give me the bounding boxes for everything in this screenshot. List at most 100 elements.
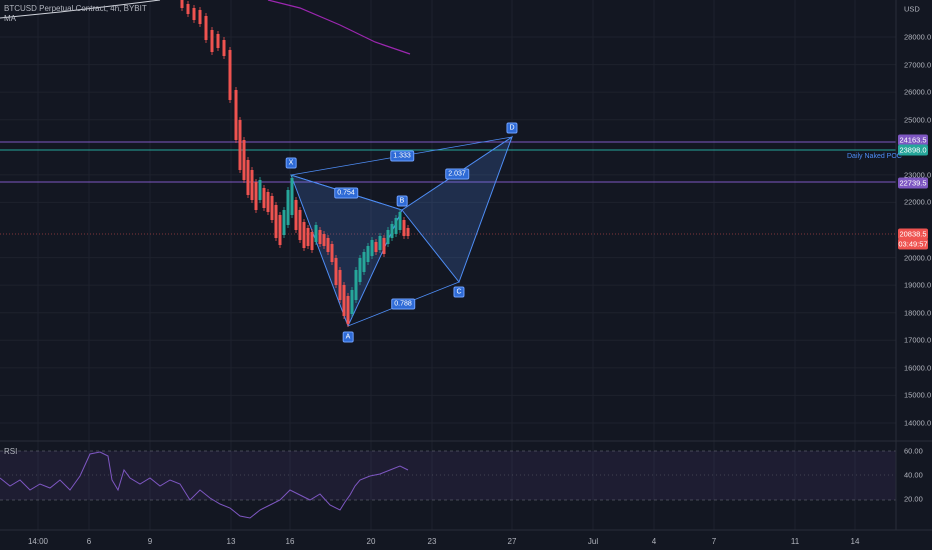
price-tick-label: 15000.0 bbox=[904, 390, 932, 400]
rsi-tick-label: 60.00 bbox=[904, 446, 923, 456]
rsi-tick-label: 40.00 bbox=[904, 470, 923, 480]
price-tick-label: 25000.0 bbox=[904, 115, 932, 125]
time-tick-label: Jul bbox=[587, 537, 599, 546]
pattern-point-b[interactable]: B bbox=[396, 195, 408, 207]
candle bbox=[254, 182, 258, 210]
candle bbox=[334, 258, 338, 285]
time-tick-label: 27 bbox=[507, 537, 517, 546]
price-tick-label: 19000.0 bbox=[904, 280, 932, 290]
candle bbox=[222, 40, 226, 56]
pattern-point-x[interactable]: X bbox=[285, 157, 297, 169]
candle bbox=[278, 215, 282, 245]
candle bbox=[394, 218, 398, 234]
rsi-band bbox=[0, 451, 896, 500]
candle bbox=[354, 270, 358, 300]
candle bbox=[180, 0, 184, 8]
ma-line-white bbox=[0, 0, 161, 19]
pattern-ratio-xb[interactable]: 0.754 bbox=[334, 187, 358, 199]
pattern-ratio-xd[interactable]: 1.333 bbox=[390, 150, 414, 162]
candle bbox=[386, 230, 390, 244]
candle bbox=[330, 244, 334, 262]
price-tick-label: 17000.0 bbox=[904, 335, 932, 345]
candle bbox=[298, 210, 302, 240]
candles bbox=[180, 0, 410, 327]
time-tick-label: 7 bbox=[711, 537, 717, 546]
candle bbox=[204, 16, 208, 40]
symbol-title[interactable]: BTCUSD Perpetual Contract, 4h, BYBIT bbox=[4, 4, 147, 13]
candle bbox=[228, 50, 232, 100]
time-tick-label: 23 bbox=[427, 537, 437, 546]
price-tick-label: 23000.0 bbox=[904, 170, 932, 180]
rsi-indicator-label[interactable]: RSI bbox=[4, 447, 18, 456]
chart-legend: BTCUSD Perpetual Contract, 4h, BYBIT MA bbox=[4, 4, 147, 24]
candle bbox=[294, 200, 298, 230]
candle bbox=[242, 140, 246, 180]
candle bbox=[342, 285, 346, 316]
pattern-point-c[interactable]: C bbox=[453, 286, 465, 298]
candle bbox=[262, 188, 266, 208]
candle bbox=[406, 228, 410, 236]
time-tick-label: 14 bbox=[850, 537, 860, 546]
price-tick-label: 27000.0 bbox=[904, 60, 932, 70]
time-tick-label: 9 bbox=[147, 537, 153, 546]
pattern-ratio-ac[interactable]: 0.788 bbox=[391, 298, 415, 310]
candle bbox=[378, 236, 382, 250]
currency-label: USD bbox=[904, 4, 920, 14]
candle bbox=[282, 210, 286, 235]
candle bbox=[374, 242, 378, 252]
candle bbox=[192, 8, 196, 20]
ma-indicator-label[interactable]: MA bbox=[4, 14, 16, 23]
time-tick-label: 11 bbox=[790, 537, 800, 546]
time-tick-label: 20 bbox=[366, 537, 376, 546]
candle bbox=[274, 205, 278, 238]
candle bbox=[382, 238, 386, 254]
candle bbox=[346, 296, 350, 324]
poc-annotation[interactable]: Daily Naked POC bbox=[847, 153, 902, 160]
pattern-point-a[interactable]: A bbox=[342, 331, 354, 343]
price-tick-label: 26000.0 bbox=[904, 87, 932, 97]
pattern-ratio-bd[interactable]: 2.037 bbox=[445, 168, 469, 180]
candle bbox=[210, 30, 214, 52]
candle bbox=[366, 246, 370, 262]
candle bbox=[302, 222, 306, 248]
candle bbox=[186, 4, 190, 14]
time-tick-label: 6 bbox=[86, 537, 92, 546]
candle bbox=[322, 234, 326, 246]
time-tick-label: 13 bbox=[226, 537, 236, 546]
price-tick-label: 18000.0 bbox=[904, 308, 932, 318]
candle bbox=[250, 170, 254, 200]
candle bbox=[398, 212, 402, 230]
candle bbox=[326, 238, 330, 252]
chart-grid bbox=[0, 0, 896, 530]
rsi-line bbox=[0, 451, 409, 519]
price-tag-level-top: 24163.5 bbox=[898, 134, 928, 146]
candle bbox=[198, 10, 202, 24]
candle bbox=[370, 240, 374, 256]
price-tick-label: 22000.0 bbox=[904, 197, 932, 207]
candle bbox=[270, 196, 274, 220]
candle bbox=[390, 224, 394, 238]
candle bbox=[290, 178, 294, 215]
time-tick-label: 14:00 bbox=[27, 537, 49, 546]
candle bbox=[286, 190, 290, 225]
candle bbox=[350, 290, 354, 314]
ma-line bbox=[267, 0, 411, 55]
price-tick-label: 14000.0 bbox=[904, 418, 932, 428]
price-tag-poc: 23898.0 bbox=[898, 144, 928, 156]
price-tag-level-mid: 22739.5 bbox=[898, 177, 928, 189]
candle bbox=[306, 228, 310, 246]
candle bbox=[314, 225, 318, 242]
candle bbox=[266, 192, 270, 212]
price-tick-label: 20000.0 bbox=[904, 253, 932, 263]
candle bbox=[362, 252, 366, 272]
candle bbox=[318, 230, 322, 244]
rsi-tick-label: 20.00 bbox=[904, 494, 923, 504]
candle bbox=[358, 258, 362, 282]
candle bbox=[338, 270, 342, 300]
candle bbox=[258, 180, 262, 200]
candle bbox=[402, 220, 406, 236]
candle bbox=[310, 232, 314, 250]
time-tick-label: 4 bbox=[651, 537, 657, 546]
pattern-point-d[interactable]: D bbox=[506, 122, 518, 134]
